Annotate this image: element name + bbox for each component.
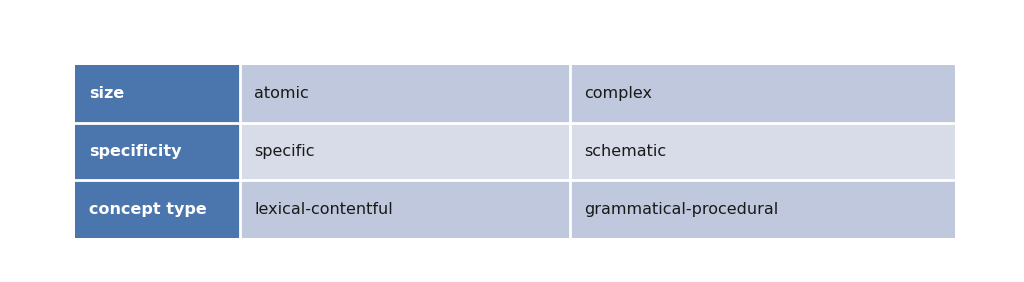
Text: grammatical-procedural: grammatical-procedural	[584, 202, 778, 217]
Text: specificity: specificity	[89, 144, 181, 159]
Text: concept type: concept type	[89, 202, 207, 217]
Bar	[75, 65, 240, 123]
Bar	[240, 65, 570, 123]
Text: atomic: atomic	[254, 86, 309, 101]
Text: size: size	[89, 86, 124, 101]
Bar	[570, 65, 955, 123]
Text: specific: specific	[254, 144, 314, 159]
Text: schematic: schematic	[584, 144, 667, 159]
Bar	[75, 180, 240, 238]
Bar	[240, 123, 570, 180]
Bar	[570, 123, 955, 180]
Bar	[75, 123, 240, 180]
Text: complex: complex	[584, 86, 652, 101]
Text: lexical-contentful: lexical-contentful	[254, 202, 393, 217]
Bar	[570, 180, 955, 238]
Bar	[240, 180, 570, 238]
